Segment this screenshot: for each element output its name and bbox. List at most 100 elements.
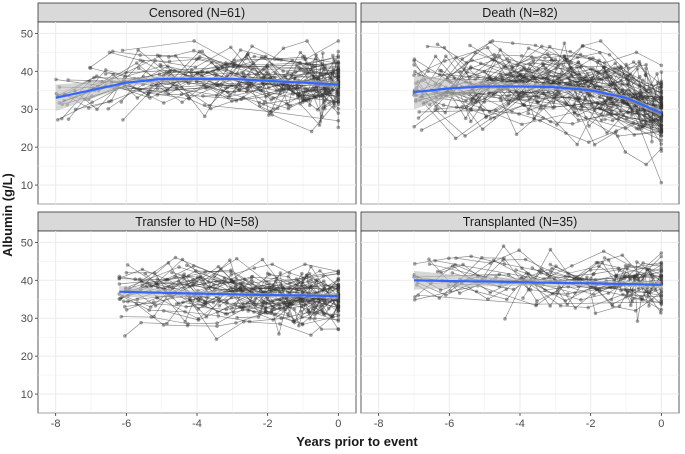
data-point	[520, 102, 525, 107]
data-point	[196, 318, 201, 322]
data-point	[155, 53, 160, 58]
data-point	[568, 49, 573, 54]
data-point	[138, 53, 142, 57]
data-point	[425, 44, 430, 49]
data-point	[260, 304, 264, 309]
trajectory-line	[414, 41, 662, 98]
data-point	[155, 93, 160, 97]
data-point	[320, 303, 325, 308]
data-point	[521, 66, 526, 71]
data-point	[555, 291, 559, 296]
trajectory-line	[122, 92, 339, 132]
data-point	[336, 289, 341, 294]
data-point	[273, 57, 277, 61]
data-point	[336, 74, 341, 78]
data-point	[448, 289, 453, 293]
data-point	[332, 105, 336, 109]
data-point	[283, 307, 288, 312]
data-point	[522, 103, 526, 108]
data-point	[580, 44, 585, 48]
data-point	[265, 271, 270, 276]
data-point	[602, 256, 607, 260]
data-point	[336, 277, 341, 282]
data-point	[250, 66, 255, 71]
data-point	[119, 314, 124, 319]
data-point	[550, 266, 554, 271]
data-point	[556, 75, 560, 79]
data-point	[613, 83, 618, 87]
data-point	[649, 88, 653, 93]
data-point	[281, 46, 286, 51]
data-point	[234, 321, 238, 325]
data-point	[244, 55, 249, 59]
data-point	[181, 275, 185, 279]
data-point	[148, 305, 153, 309]
trajectory-line	[528, 103, 662, 165]
data-point	[549, 58, 554, 63]
panel-title: Transfer to HD (N=58)	[135, 215, 259, 229]
data-point	[336, 287, 341, 291]
data-point	[488, 40, 492, 44]
panel-2: Death (N=82)	[360, 2, 680, 205]
x-tick-label: 0	[658, 418, 664, 430]
trajectory-line	[414, 252, 662, 281]
data-point	[614, 129, 619, 133]
trajectory-line	[310, 87, 339, 117]
data-point	[659, 103, 664, 108]
trajectory-line	[470, 67, 662, 94]
data-point	[314, 278, 318, 283]
data-point	[454, 55, 458, 60]
data-point	[107, 50, 112, 55]
data-point	[281, 69, 286, 73]
data-point	[587, 124, 591, 128]
data-point	[648, 271, 653, 276]
data-point	[575, 65, 579, 69]
data-point	[655, 72, 659, 76]
data-point	[642, 95, 646, 99]
data-point	[328, 100, 332, 104]
data-point	[250, 44, 254, 49]
data-point	[631, 60, 636, 64]
data-point	[567, 95, 572, 99]
data-point	[487, 110, 492, 114]
data-point	[419, 128, 424, 132]
trajectory-line	[435, 92, 662, 137]
data-point	[567, 274, 571, 278]
data-point	[623, 126, 628, 131]
data-point	[271, 96, 276, 100]
data-point	[216, 264, 221, 269]
data-point	[243, 74, 247, 79]
data-point	[613, 130, 618, 135]
data-point	[262, 99, 267, 104]
data-point	[551, 100, 556, 104]
data-point	[659, 289, 664, 294]
subject-trajectory	[412, 40, 664, 99]
data-point	[628, 88, 632, 93]
data-point	[232, 58, 237, 62]
data-point	[303, 303, 308, 307]
data-point	[576, 60, 581, 65]
data-point	[228, 258, 232, 262]
data-point	[177, 265, 181, 269]
data-point	[266, 92, 271, 97]
data-point	[597, 264, 601, 268]
data-point	[505, 297, 509, 302]
data-point	[659, 101, 664, 105]
data-point	[336, 97, 341, 101]
x-tick-label: -6	[121, 418, 131, 430]
data-point	[643, 273, 647, 278]
data-point	[623, 150, 628, 154]
data-point	[252, 299, 257, 304]
data-point	[435, 270, 440, 274]
data-point	[304, 98, 308, 103]
data-point	[200, 49, 205, 54]
data-point	[292, 307, 297, 311]
data-point	[628, 72, 633, 76]
y-tick-label: 20	[21, 142, 33, 154]
data-point	[216, 68, 220, 72]
data-point	[643, 119, 648, 124]
data-point	[286, 106, 291, 111]
data-point	[313, 305, 317, 310]
data-point	[249, 278, 254, 282]
data-point	[318, 269, 322, 273]
